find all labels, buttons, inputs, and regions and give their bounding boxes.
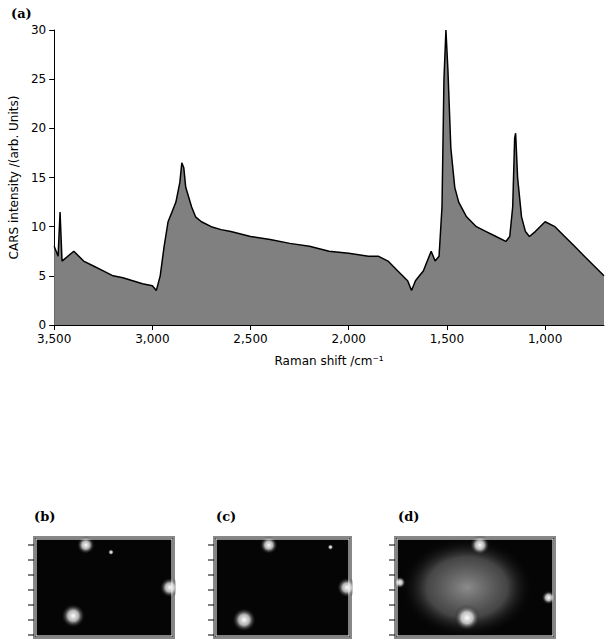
- svg-text:2,000: 2,000: [332, 332, 366, 346]
- svg-text:30: 30: [31, 23, 46, 37]
- html-text:(d): (d): [398, 509, 420, 524]
- svg-text:3,000: 3,000: [135, 332, 169, 346]
- svg-text:3,500: 3,500: [37, 332, 71, 346]
- svg-text:1,500: 1,500: [430, 332, 464, 346]
- svg-text:25: 25: [31, 72, 46, 86]
- svg-text:20: 20: [31, 121, 46, 135]
- svg-text:0: 0: [39, 318, 47, 332]
- html-text:(c): (c): [216, 509, 237, 524]
- svg-text:2,500: 2,500: [233, 332, 267, 346]
- svg-text:CARS intensity /(arb. Units): CARS intensity /(arb. Units): [7, 96, 21, 260]
- svg-text:15: 15: [31, 171, 46, 185]
- svg-text:1,000: 1,000: [528, 332, 562, 346]
- svg-text:Raman shift /cm⁻¹: Raman shift /cm⁻¹: [275, 354, 384, 368]
- svg-text:10: 10: [31, 220, 46, 234]
- svg-text:(a): (a): [11, 6, 32, 21]
- svg-text:5: 5: [39, 269, 47, 283]
- html-text:(b): (b): [34, 509, 56, 524]
